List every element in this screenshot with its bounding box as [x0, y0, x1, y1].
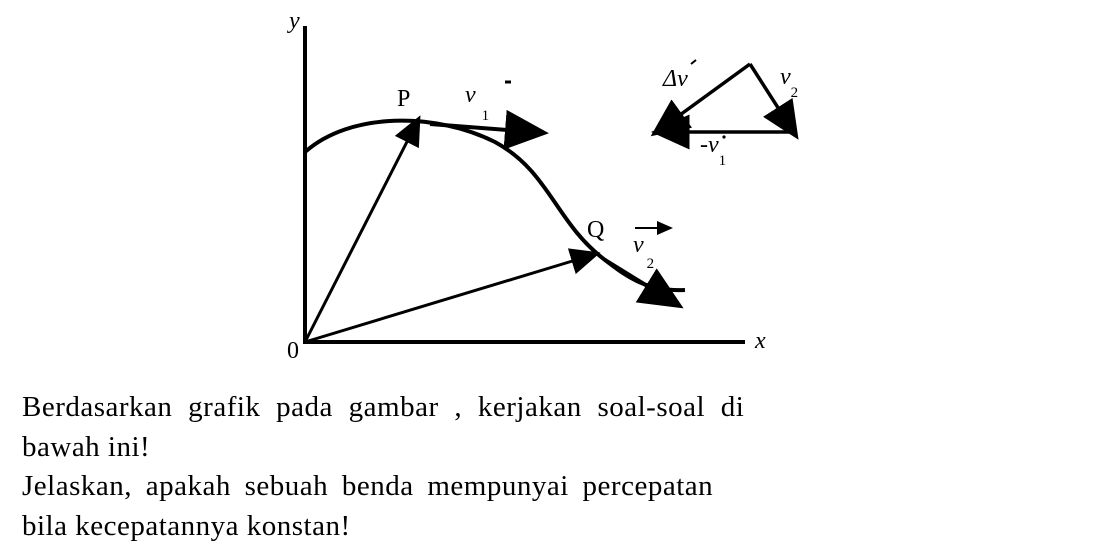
- physics-diagram: y x 0 P Q v1 v2 Δv v2 -v1: [275, 12, 835, 372]
- v1-sub: 1: [482, 108, 490, 124]
- position-vector-p: [305, 126, 415, 342]
- diagram-svg: [275, 12, 835, 372]
- text-line-2: bawah ini!: [22, 428, 1092, 468]
- tri-v2-text: v: [780, 64, 791, 90]
- v2-text: v: [633, 232, 644, 258]
- position-vector-q: [305, 256, 589, 342]
- point-p-label: P: [397, 86, 410, 113]
- text-line-1: Berdasarkan grafik pada gambar , kerjaka…: [22, 388, 1092, 428]
- delta-v-dot: [691, 60, 696, 64]
- origin-label: 0: [287, 338, 299, 365]
- delta-v-label: Δv: [663, 66, 688, 93]
- velocity-v1: [430, 124, 533, 132]
- point-q-label: Q: [587, 217, 604, 244]
- x-axis-label: x: [755, 328, 766, 355]
- tri-mv1-sub: 1: [719, 153, 727, 169]
- velocity-v2: [605, 260, 670, 300]
- tri-mv1-text: -v: [700, 132, 719, 158]
- triangle-minus-v1-label: -v1: [700, 132, 726, 163]
- v2-sub: 2: [647, 256, 655, 272]
- v1-text: v: [465, 82, 476, 108]
- v2-label: v2: [633, 232, 651, 263]
- question-text: Berdasarkan grafik pada gambar , kerjaka…: [22, 388, 1092, 547]
- v1-label: v1: [465, 82, 483, 113]
- text-line-3: Jelaskan, apakah sebuah benda mempunyai …: [22, 467, 1092, 507]
- text-line-4: bila kecepatannya konstan!: [22, 507, 1092, 547]
- triangle-v2-label: v2: [780, 64, 798, 95]
- y-axis-label: y: [289, 8, 300, 35]
- tri-v2-sub: 2: [791, 85, 799, 101]
- trajectory-curve: [305, 121, 685, 291]
